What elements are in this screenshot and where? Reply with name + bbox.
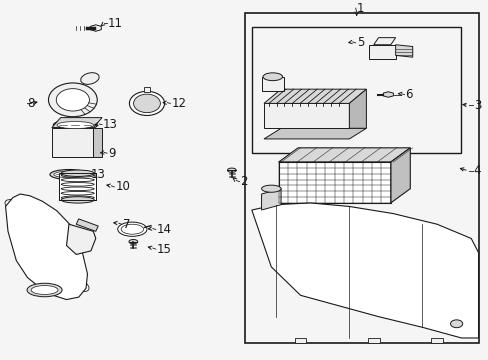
Text: 1: 1 [356,2,364,15]
Polygon shape [261,77,283,91]
Polygon shape [264,103,348,128]
Polygon shape [294,338,306,343]
Polygon shape [278,148,409,162]
Polygon shape [251,203,478,338]
Ellipse shape [27,283,62,297]
Ellipse shape [53,120,97,131]
Ellipse shape [129,91,164,116]
Text: 12: 12 [171,97,186,110]
Ellipse shape [133,94,160,113]
Text: 11: 11 [108,17,122,30]
Ellipse shape [61,197,94,203]
Ellipse shape [261,185,281,192]
Polygon shape [368,45,395,59]
Polygon shape [93,127,102,157]
Text: 2: 2 [240,175,247,188]
Text: 14: 14 [157,223,171,236]
Text: 10: 10 [115,180,130,193]
Ellipse shape [449,320,462,328]
Ellipse shape [50,170,88,179]
Polygon shape [90,25,101,31]
Polygon shape [60,173,96,200]
Polygon shape [264,89,366,103]
Polygon shape [348,89,366,128]
Bar [245,13,478,343]
Text: 6: 6 [405,88,412,101]
Ellipse shape [118,222,147,236]
Polygon shape [76,219,98,231]
Ellipse shape [227,168,236,172]
Ellipse shape [31,285,58,294]
Polygon shape [383,92,393,97]
Polygon shape [373,38,395,45]
Bar [60,173,96,200]
Ellipse shape [56,89,89,111]
Text: 15: 15 [157,243,171,256]
Ellipse shape [81,73,99,84]
Text: 4: 4 [473,165,480,177]
Ellipse shape [263,73,282,81]
Polygon shape [5,194,87,300]
Polygon shape [430,338,442,343]
Text: 13: 13 [103,118,118,131]
Text: 5: 5 [356,36,363,49]
Polygon shape [261,189,281,210]
Polygon shape [52,127,93,157]
Text: 13: 13 [91,168,105,181]
Polygon shape [395,45,412,57]
Text: 3: 3 [473,99,480,112]
Text: 7: 7 [122,218,130,231]
Ellipse shape [57,122,93,129]
Polygon shape [66,224,96,255]
Polygon shape [390,148,409,203]
Polygon shape [264,128,366,139]
Text: 9: 9 [108,147,115,159]
Bar [144,87,150,92]
Ellipse shape [48,83,97,117]
Text: 8: 8 [27,97,35,110]
Polygon shape [278,162,390,203]
Ellipse shape [54,171,84,178]
Polygon shape [52,118,102,127]
Ellipse shape [129,239,138,244]
Ellipse shape [61,170,94,176]
Bar [251,27,461,153]
Polygon shape [367,338,379,343]
